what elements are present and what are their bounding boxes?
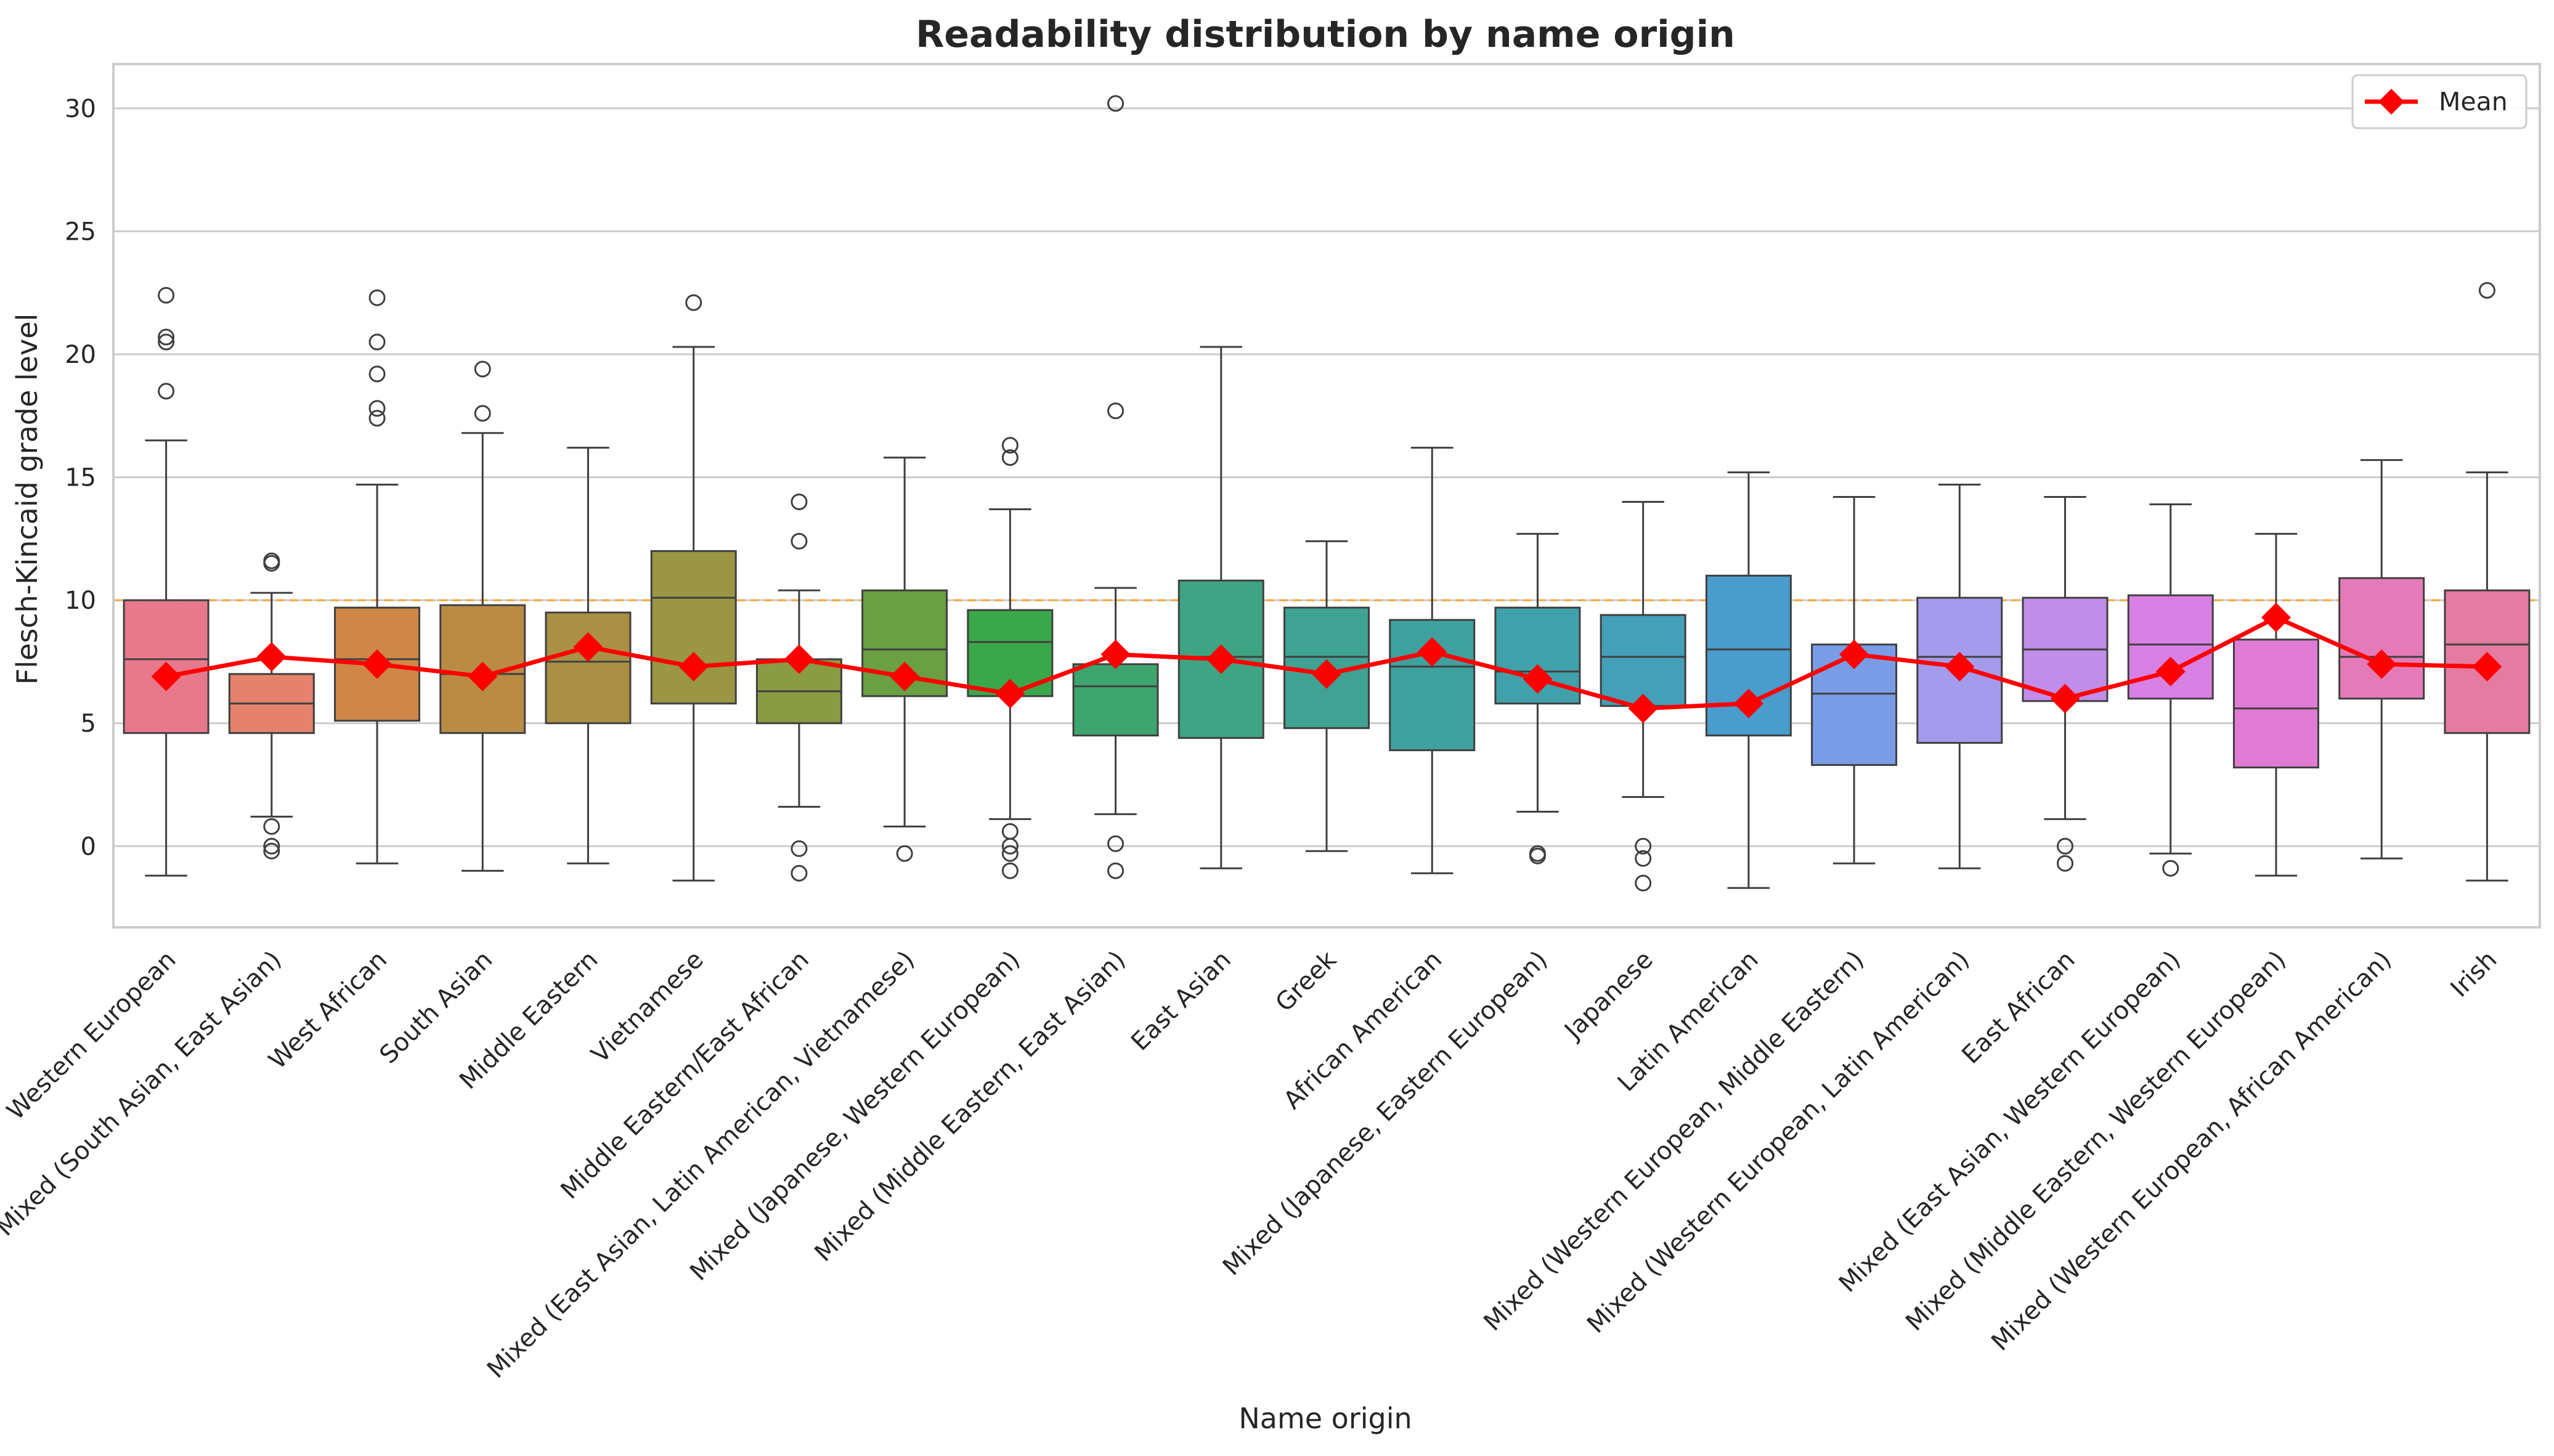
- mean-marker: [2367, 649, 2397, 679]
- outlier-point: [158, 328, 175, 346]
- outlier-point: [2478, 282, 2495, 299]
- outlier-point: [2162, 860, 2179, 877]
- plot-frame: [112, 63, 2541, 929]
- outlier-point: [1001, 845, 1019, 862]
- legend: Mean: [2351, 74, 2528, 129]
- mean-marker: [2472, 651, 2502, 681]
- mean-marker: [1945, 651, 1975, 681]
- outlier-point: [1001, 437, 1019, 454]
- outlier-point: [1635, 850, 1652, 867]
- mean-marker: [573, 632, 603, 662]
- outlier-point: [1529, 845, 1546, 862]
- outlier-point: [368, 365, 386, 383]
- mean-marker: [678, 651, 709, 681]
- y-axis-label: Flesch-Kincaid grade level: [10, 314, 44, 685]
- outlier-point: [791, 864, 808, 882]
- box-group: [1600, 500, 1686, 892]
- outlier-point: [1635, 874, 1652, 892]
- box-group: [861, 457, 948, 862]
- mean-marker: [1100, 639, 1131, 669]
- box: [1600, 614, 1686, 707]
- mean-marker: [362, 649, 392, 679]
- mean-marker: [151, 661, 181, 691]
- outlier-point: [368, 289, 386, 306]
- legend-label-mean: Mean: [2439, 87, 2508, 116]
- outlier-point: [791, 532, 808, 550]
- mean-marker: [995, 678, 1025, 709]
- outlier-point: [2057, 837, 2074, 855]
- outlier-point: [791, 840, 808, 857]
- mean-marker: [1839, 639, 1869, 669]
- outlier-point: [263, 552, 280, 569]
- box-group: [545, 447, 632, 864]
- outlier-point: [1001, 862, 1019, 879]
- box: [1072, 663, 1159, 737]
- box: [2232, 638, 2319, 769]
- legend-frame: [2351, 74, 2528, 129]
- outlier-point: [263, 818, 280, 835]
- outlier-point: [2057, 855, 2074, 872]
- outlier-point: [685, 294, 702, 311]
- mean-marker: [1417, 636, 1447, 667]
- box-group: [228, 552, 315, 860]
- mean-marker: [784, 644, 814, 674]
- outlier-point: [1107, 95, 1124, 112]
- outlier-point: [1107, 862, 1124, 879]
- outlier-point: [474, 405, 491, 422]
- outlier-point: [368, 333, 386, 351]
- box: [2338, 577, 2425, 700]
- outlier-point: [263, 842, 280, 860]
- mean-marker: [890, 661, 920, 691]
- mean-marker: [2050, 683, 2080, 714]
- mean-marker: [1628, 693, 1658, 723]
- box-group: [1072, 95, 1159, 879]
- outlier-point: [1107, 835, 1124, 852]
- y-tick-label: 30: [65, 95, 96, 123]
- mean-marker: [1733, 688, 1763, 718]
- mean-marker: [468, 661, 498, 691]
- outlier-point: [158, 287, 175, 304]
- outlier-point: [1001, 823, 1019, 840]
- box-group: [2232, 532, 2319, 877]
- outlier-point: [158, 383, 175, 400]
- legend-mean-marker: [2378, 89, 2404, 115]
- y-tick-label: 5: [81, 710, 96, 738]
- y-tick-label: 15: [65, 464, 96, 492]
- outlier-point: [896, 845, 913, 862]
- outlier-point: [1635, 837, 1652, 855]
- mean-marker: [2155, 656, 2186, 686]
- mean-marker: [1206, 644, 1236, 674]
- mean-marker: [2261, 603, 2291, 633]
- y-tick-label: 10: [65, 587, 96, 615]
- box: [545, 611, 632, 725]
- outlier-point: [263, 837, 280, 855]
- outlier-point: [791, 493, 808, 510]
- y-tick-label: 20: [65, 341, 96, 369]
- mean-marker: [1312, 659, 1341, 689]
- y-tick-label: 0: [81, 832, 96, 861]
- outlier-point: [368, 400, 386, 417]
- outlier-point: [474, 360, 491, 378]
- outlier-point: [1107, 402, 1124, 420]
- chart-title: Readability distribution by name origin: [916, 13, 1735, 56]
- y-tick-label: 25: [65, 218, 96, 246]
- outlier-point: [158, 333, 175, 351]
- mean-marker: [256, 641, 287, 672]
- outlier-point: [1001, 449, 1019, 466]
- x-axis-label: Name origin: [1238, 1402, 1412, 1435]
- outlier-point: [368, 410, 386, 427]
- mean-marker: [1523, 664, 1553, 694]
